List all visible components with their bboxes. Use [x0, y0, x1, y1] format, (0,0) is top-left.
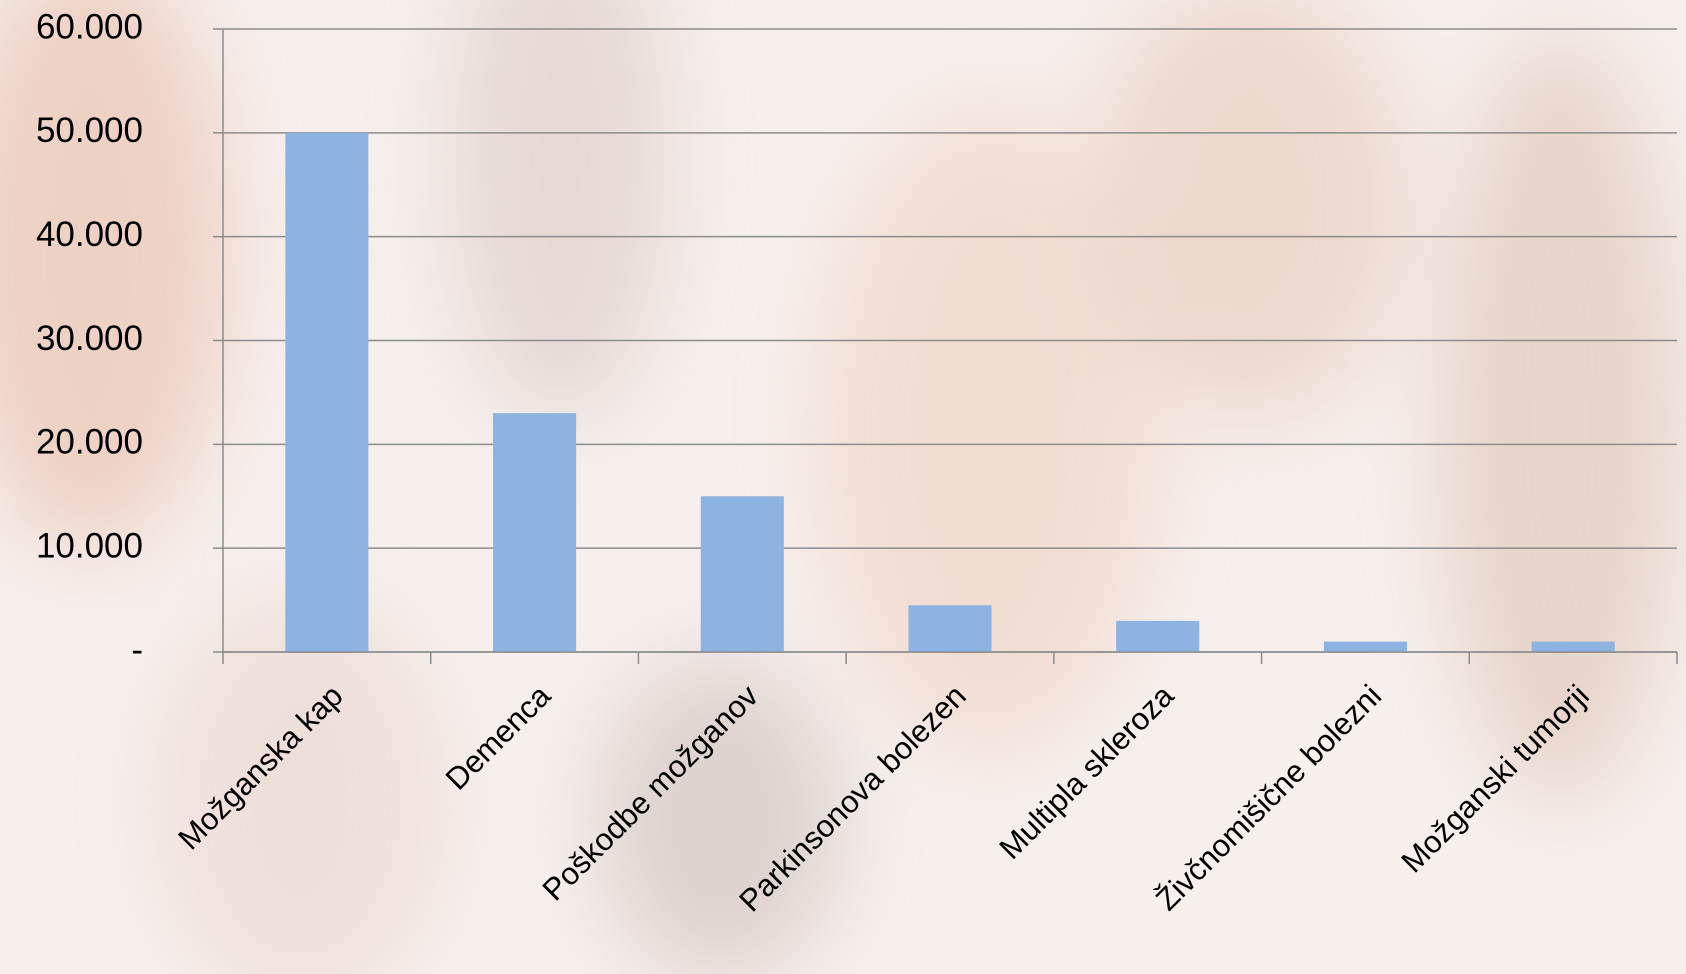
bar — [908, 605, 992, 652]
x-tick-label: Multipla skleroza — [992, 677, 1181, 866]
x-tick-label: Možganski tumorji — [1394, 678, 1595, 879]
y-tick-label: 40.000 — [36, 215, 143, 254]
x-tick-label: Živčnomišične bolezni — [1149, 678, 1388, 917]
y-tick-label: 20.000 — [36, 423, 143, 462]
x-tick-label: Demenca — [439, 677, 558, 796]
y-tick-label: 60.000 — [36, 7, 143, 46]
x-tick-label: Možganska kap — [171, 678, 349, 856]
y-tick-label: 10.000 — [36, 526, 143, 565]
y-tick-label: 30.000 — [36, 319, 143, 358]
bar — [1323, 641, 1407, 652]
bar — [1531, 641, 1615, 652]
bar — [285, 132, 369, 653]
y-tick-label: 50.000 — [36, 111, 143, 150]
bar — [1116, 620, 1200, 652]
bar — [493, 413, 577, 652]
x-tick-label: Poškodbe možganov — [536, 678, 766, 908]
y-tick-label: - — [131, 630, 143, 669]
x-tick-label: Parkinsonova bolezen — [732, 678, 972, 918]
bar — [700, 496, 784, 652]
